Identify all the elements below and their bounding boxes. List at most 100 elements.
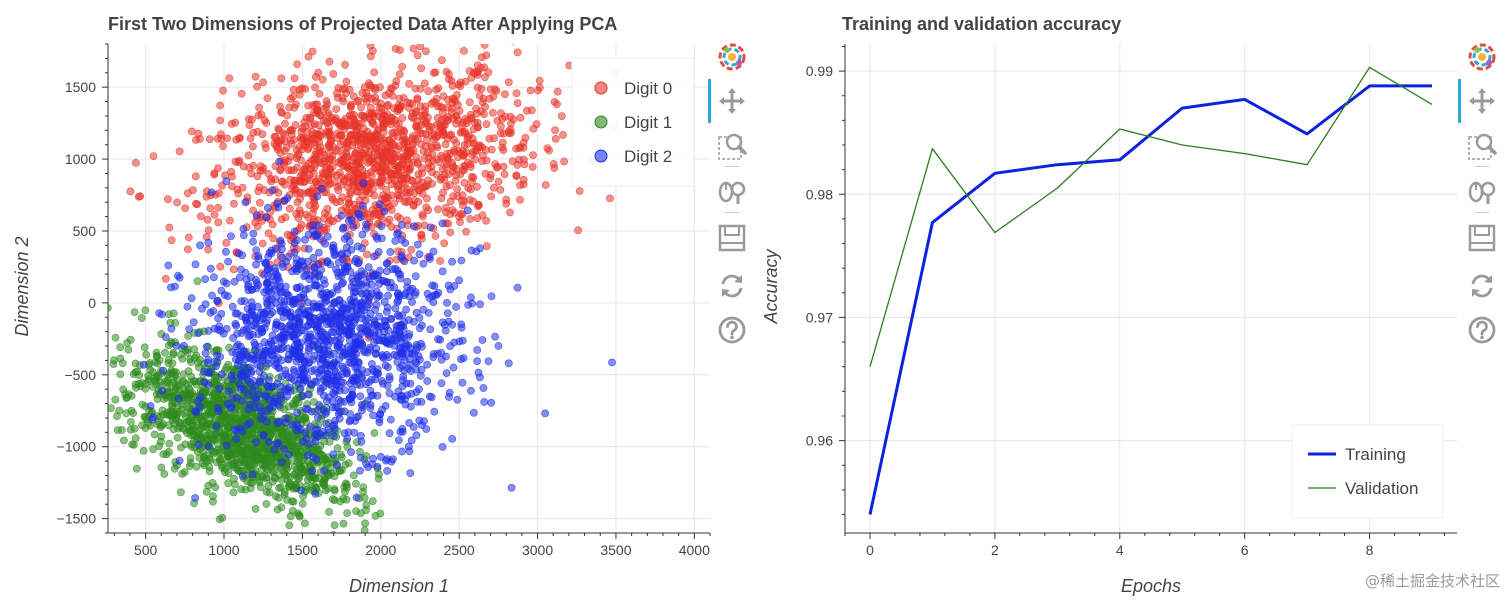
scatter-point bbox=[494, 342, 503, 350]
scatter-point bbox=[244, 332, 253, 341]
scatter-point bbox=[430, 407, 439, 416]
scatter-point bbox=[380, 298, 389, 306]
scatter-point bbox=[249, 229, 258, 238]
scatter-point bbox=[295, 293, 304, 302]
scatter-point bbox=[227, 232, 235, 241]
scatter-point bbox=[413, 51, 422, 60]
scatter-point bbox=[320, 467, 329, 475]
scatter-point bbox=[206, 204, 215, 212]
scatter-point bbox=[442, 182, 451, 191]
reset-icon[interactable] bbox=[1465, 269, 1499, 303]
scatter-point bbox=[426, 325, 435, 334]
scatter-point bbox=[214, 218, 223, 227]
scatter-point bbox=[394, 436, 403, 444]
scatter-point bbox=[357, 310, 365, 319]
scatter-point bbox=[260, 371, 268, 380]
help-icon[interactable] bbox=[1465, 313, 1499, 347]
scatter-point bbox=[274, 124, 283, 133]
scatter-point bbox=[399, 132, 408, 141]
scatter-point bbox=[387, 457, 396, 466]
scatter-point bbox=[320, 214, 328, 223]
scatter-point bbox=[232, 135, 241, 144]
scatter-point bbox=[301, 25, 308, 32]
scatter-point bbox=[551, 134, 560, 143]
box-zoom-icon[interactable] bbox=[1465, 129, 1499, 163]
scatter-point bbox=[413, 343, 421, 352]
scatter-point bbox=[407, 176, 416, 185]
scatter-point bbox=[353, 242, 362, 251]
scatter-point bbox=[427, 123, 436, 131]
scatter-point bbox=[306, 114, 315, 123]
scatter-point bbox=[171, 371, 180, 379]
wheel-zoom-icon[interactable] bbox=[715, 175, 749, 209]
scatter-point bbox=[264, 229, 273, 238]
scatter-point bbox=[319, 478, 328, 487]
scatter-point bbox=[210, 324, 219, 333]
scatter-point bbox=[253, 82, 261, 91]
scatter-point bbox=[230, 277, 239, 286]
scatter-point bbox=[116, 370, 125, 379]
scatter-point bbox=[486, 170, 495, 179]
scatter-point bbox=[411, 84, 420, 93]
scatter-legend-swatch bbox=[594, 149, 608, 163]
scatter-point bbox=[280, 196, 289, 205]
scatter-point bbox=[267, 340, 276, 348]
scatter-point bbox=[482, 242, 491, 250]
scatter-point bbox=[234, 340, 242, 349]
scatter-point bbox=[354, 412, 363, 421]
scatter-point bbox=[183, 302, 192, 311]
scatter-point bbox=[187, 294, 196, 303]
reset-icon[interactable] bbox=[715, 269, 749, 303]
scatter-point bbox=[465, 98, 474, 107]
scatter-point bbox=[108, 304, 112, 312]
scatter-point bbox=[335, 386, 344, 395]
scatter-point bbox=[231, 319, 240, 328]
scatter-point bbox=[284, 450, 293, 459]
line-y-tick-label: 0.96 bbox=[806, 433, 833, 449]
pan-icon[interactable] bbox=[715, 84, 749, 118]
scatter-point bbox=[301, 122, 309, 131]
scatter-point bbox=[181, 204, 190, 213]
scatter-point bbox=[460, 178, 469, 187]
box-zoom-icon[interactable] bbox=[715, 129, 749, 163]
scatter-point bbox=[476, 32, 483, 39]
scatter-point bbox=[434, 205, 442, 214]
scatter-point bbox=[230, 410, 239, 419]
scatter-point bbox=[348, 176, 357, 185]
scatter-point bbox=[481, 103, 489, 111]
left-active-tool-indicator bbox=[708, 79, 711, 123]
scatter-point bbox=[417, 231, 425, 240]
scatter-point bbox=[199, 447, 208, 455]
scatter-point bbox=[379, 120, 387, 129]
help-icon[interactable] bbox=[715, 313, 749, 347]
scatter-point bbox=[294, 398, 303, 407]
pan-icon[interactable] bbox=[1465, 84, 1499, 118]
scatter-point bbox=[515, 144, 524, 152]
scatter-point bbox=[338, 193, 347, 202]
scatter-point bbox=[303, 174, 312, 183]
scatter-point bbox=[262, 500, 271, 508]
scatter-title: First Two Dimensions of Projected Data A… bbox=[108, 14, 618, 34]
wheel-zoom-icon[interactable] bbox=[1465, 175, 1499, 209]
scatter-point bbox=[141, 306, 150, 315]
save-icon[interactable] bbox=[715, 221, 749, 255]
scatter-point bbox=[346, 103, 355, 112]
scatter-point bbox=[333, 93, 342, 102]
scatter-point bbox=[445, 388, 454, 397]
scatter-point bbox=[296, 486, 305, 495]
scatter-point bbox=[377, 222, 386, 231]
scatter-point bbox=[437, 124, 446, 133]
scatter-point bbox=[305, 346, 313, 355]
line-title: Training and validation accuracy bbox=[842, 14, 1122, 34]
scatter-point bbox=[264, 481, 273, 490]
scatter-point bbox=[277, 136, 286, 145]
scatter-point bbox=[271, 355, 280, 364]
toolbar-separator bbox=[725, 212, 739, 213]
scatter-point bbox=[292, 259, 301, 268]
scatter-point bbox=[385, 215, 394, 224]
scatter-point bbox=[359, 124, 368, 133]
scatter-point bbox=[341, 121, 350, 130]
save-icon[interactable] bbox=[1465, 221, 1499, 255]
scatter-point bbox=[310, 263, 319, 272]
scatter-point bbox=[292, 420, 301, 429]
